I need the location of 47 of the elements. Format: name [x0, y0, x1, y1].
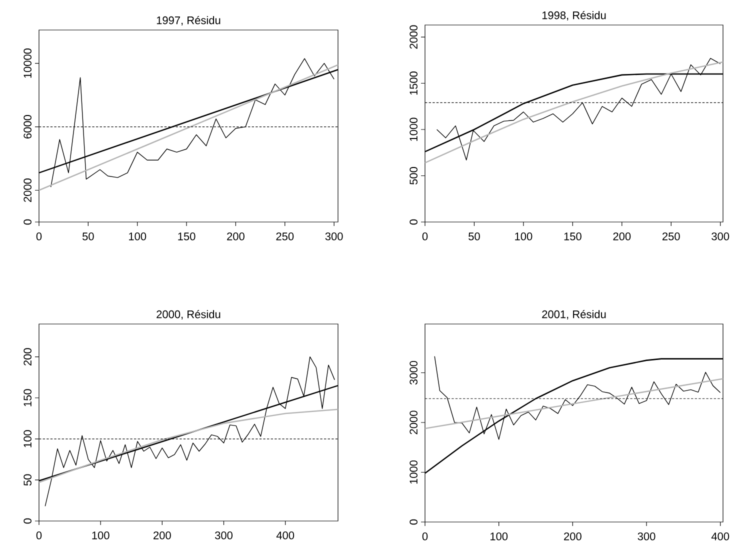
x-tick-label: 100 [92, 532, 110, 540]
y-tick-label: 10000 [24, 48, 32, 78]
chart-title: 1998, Résidu [542, 10, 606, 20]
x-tick-label: 400 [276, 532, 294, 540]
y-tick-label: 100 [24, 430, 32, 448]
y-tick-label: 200 [24, 348, 32, 366]
chart-title: 2000, Résidu [156, 310, 220, 320]
y-tick-label: 0 [410, 219, 418, 225]
x-tick-label: 250 [662, 232, 680, 240]
y-tick-label: 2000 [410, 25, 418, 49]
x-tick-label: 200 [564, 532, 582, 540]
x-tick-label: 300 [638, 532, 656, 540]
x-tick-label: 200 [154, 532, 171, 540]
x-tick-label: 150 [564, 232, 582, 240]
x-tick-label: 0 [36, 532, 42, 540]
x-tick-label: 300 [712, 232, 730, 240]
x-tick-label: 300 [325, 232, 343, 240]
y-tick-label: 1000 [410, 118, 418, 141]
x-tick-label: 100 [129, 232, 146, 240]
x-tick-label: 300 [215, 532, 233, 540]
x-tick-label: 150 [178, 232, 196, 240]
chart-title: 1997, Résidu [156, 16, 220, 26]
y-tick-label: 0 [24, 219, 32, 225]
x-tick-label: 0 [36, 232, 42, 240]
x-tick-label: 250 [276, 232, 294, 240]
x-tick-label: 200 [613, 232, 631, 240]
line-series [38, 408, 339, 484]
x-tick-label: 200 [227, 232, 244, 240]
y-tick-label: 3000 [410, 360, 418, 385]
x-tick-label: 50 [468, 232, 480, 240]
y-tick-label: 2000 [410, 410, 418, 434]
y-tick-label: 150 [24, 389, 32, 406]
x-tick-label: 50 [82, 232, 94, 240]
x-tick-label: 100 [515, 232, 532, 240]
y-tick-label: 1500 [410, 71, 418, 95]
y-tick-label: 500 [410, 167, 418, 184]
x-tick-label: 400 [711, 532, 730, 540]
x-tick-label: 0 [422, 232, 428, 240]
x-tick-label: 0 [422, 532, 428, 540]
y-tick-label: 1000 [410, 460, 418, 484]
y-tick-label: 50 [24, 474, 32, 486]
y-tick-label: 0 [24, 518, 32, 524]
y-tick-label: 2000 [24, 178, 32, 202]
y-tick-label: 0 [410, 519, 418, 525]
chart-title: 2001, Résidu [542, 310, 606, 320]
x-tick-label: 100 [490, 532, 508, 540]
y-tick-label: 6000 [24, 114, 32, 138]
